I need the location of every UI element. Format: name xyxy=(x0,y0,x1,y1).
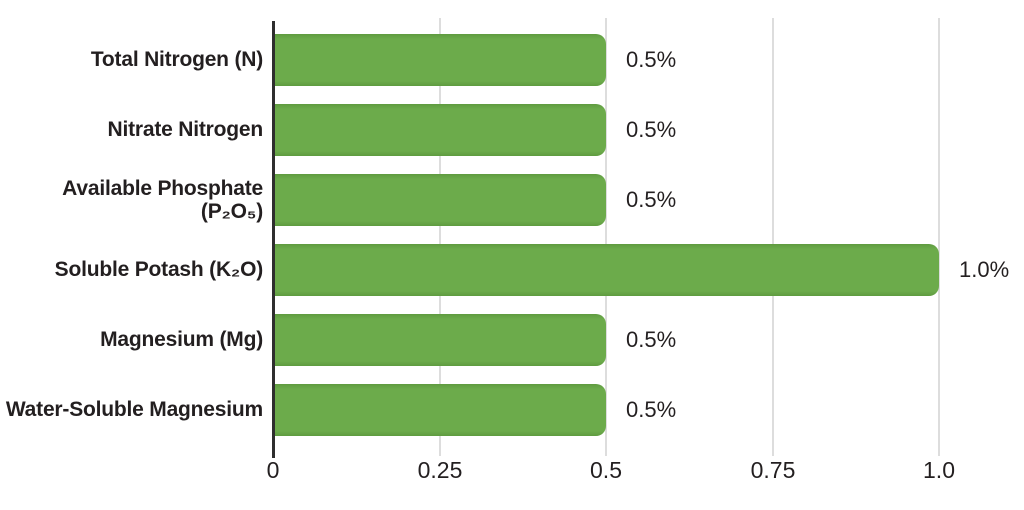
category-label: Nitrate Nitrogen xyxy=(107,118,264,142)
x-tick-label: 0.25 xyxy=(417,457,463,483)
value-label: 1.0% xyxy=(959,257,1010,282)
bar-track: 0.5% xyxy=(273,104,1024,156)
bar xyxy=(273,244,939,296)
bar xyxy=(273,34,606,86)
bar-track: 0.5% xyxy=(273,314,1024,366)
bar-row: Soluble Potash (K₂O) 1.0% xyxy=(0,235,1024,305)
bar-track: 0.5% xyxy=(273,34,1024,86)
bar xyxy=(273,104,606,156)
category-label: Soluble Potash (K₂O) xyxy=(54,258,264,282)
value-label: 0.5% xyxy=(626,47,677,72)
x-tick-label: 0.75 xyxy=(750,457,796,483)
bar xyxy=(273,174,606,226)
bar-row: Total Nitrogen (N) 0.5% xyxy=(0,25,1024,95)
bar-row: Available Phosphate (P₂O₅) 0.5% xyxy=(0,165,1024,235)
x-tick-label: 0.5 xyxy=(590,457,622,483)
category-label: Magnesium (Mg) xyxy=(100,328,263,352)
plot-area: Total Nitrogen (N) 0.5% Nitrate Nitrogen… xyxy=(0,25,1024,445)
category-label: Available Phosphate (P₂O₅) xyxy=(62,176,263,223)
category-label: Water-Soluble Magnesium xyxy=(5,398,263,422)
bar-track: 1.0% xyxy=(273,244,1024,296)
bar xyxy=(273,384,606,436)
bar xyxy=(273,314,606,366)
x-tick-label: 1.0 xyxy=(923,457,955,483)
y-axis-line xyxy=(272,21,275,458)
value-label: 0.5% xyxy=(626,117,677,142)
bar-row: Nitrate Nitrogen 0.5% xyxy=(0,95,1024,165)
value-label: 0.5% xyxy=(626,187,677,212)
bar-track: 0.5% xyxy=(273,174,1024,226)
x-axis: 0 0.25 0.5 0.75 1.0 xyxy=(267,457,1024,491)
x-tick-label: 0 xyxy=(266,457,280,483)
bar-track: 0.5% xyxy=(273,384,1024,436)
bar-row: Water-Soluble Magnesium 0.5% xyxy=(0,375,1024,445)
value-label: 0.5% xyxy=(626,397,677,422)
category-label: Total Nitrogen (N) xyxy=(90,48,263,72)
bar-row: Magnesium (Mg) 0.5% xyxy=(0,305,1024,375)
value-label: 0.5% xyxy=(626,327,677,352)
